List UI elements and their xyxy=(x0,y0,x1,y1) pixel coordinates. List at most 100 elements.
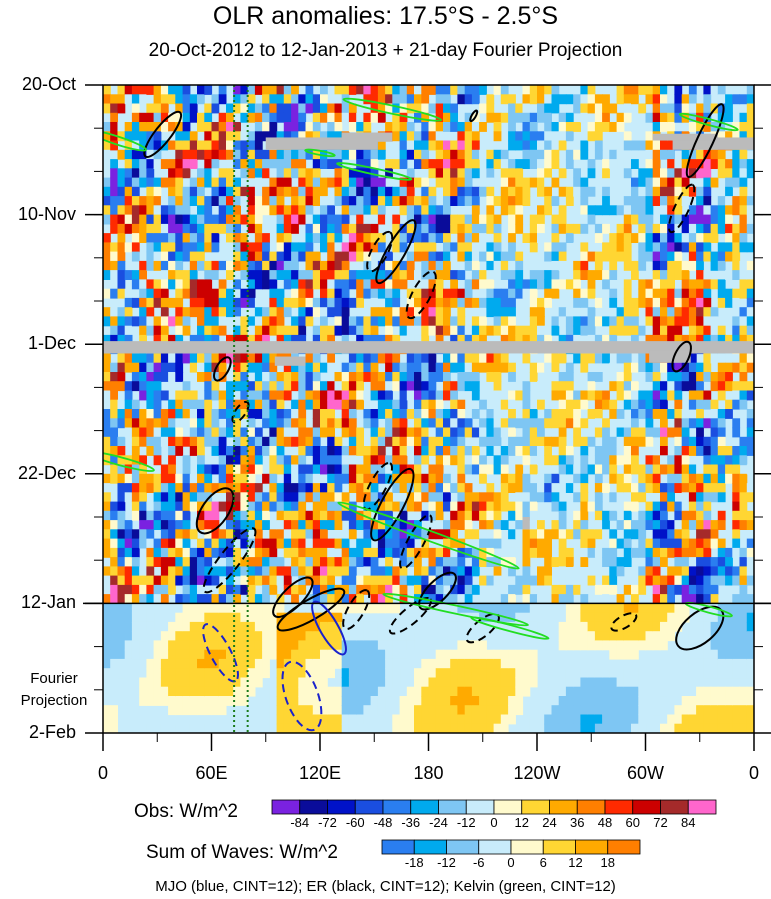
obs-colorbar-label: 0 xyxy=(490,815,498,830)
er-contour xyxy=(143,110,183,158)
legend-text: MJO (blue, CINT=12); ER (black, CINT=12)… xyxy=(155,878,616,895)
wave-colorbar-label: -6 xyxy=(472,855,485,870)
plot-frame xyxy=(83,84,771,751)
er-contour xyxy=(405,270,437,320)
obs-colorbar-label: 60 xyxy=(625,815,640,830)
kelvin-contour xyxy=(382,592,529,627)
y-tick-label: 22-Dec xyxy=(17,462,76,483)
obs-colorbar-swatch xyxy=(299,799,328,815)
y-tick-label: 1-Dec xyxy=(27,333,76,354)
wave-colorbar-swatch xyxy=(575,839,609,855)
obs-colorbar-label: 12 xyxy=(514,815,529,830)
obs-colorbar-swatch xyxy=(604,799,634,815)
obs-colorbar-swatch xyxy=(549,799,578,815)
er-contour xyxy=(610,612,638,632)
wave-colorbar-label: 12 xyxy=(568,855,583,870)
kelvin-contour xyxy=(103,450,155,472)
obs-colorbar-label: -48 xyxy=(373,815,393,830)
wave-colorbar-label: -12 xyxy=(437,855,456,870)
er-contour xyxy=(342,589,371,631)
missing-data xyxy=(341,132,393,142)
wave-colorbar-swatch xyxy=(542,839,576,855)
fourier-projection-label: Fourier Projection xyxy=(20,670,88,709)
obs-colorbar-label: 36 xyxy=(570,815,585,830)
wave-colorbar-swatch xyxy=(446,839,480,855)
er-contour xyxy=(685,103,725,178)
er-contour xyxy=(671,340,692,373)
wave-colorbar-label: 18 xyxy=(600,855,615,870)
kelvin-contour xyxy=(470,616,550,640)
x-tick-label: 60E xyxy=(195,763,228,783)
missing-data xyxy=(649,350,691,363)
kelvin-contour xyxy=(304,148,336,158)
er-contour xyxy=(276,587,346,632)
obs-colorbar-label: 72 xyxy=(653,815,668,830)
obs-colorbar-label: -36 xyxy=(401,815,421,830)
er-contour xyxy=(366,230,394,273)
obs-colorbar-label: 84 xyxy=(681,815,696,830)
y-tick-label: 20-Oct xyxy=(21,74,76,94)
kelvin-contour xyxy=(337,501,520,570)
y-tick-label: 12-Jan xyxy=(20,592,76,613)
wave-colorbar-label: 6 xyxy=(539,855,547,870)
obs-colorbar-label: -24 xyxy=(429,815,448,830)
er-contour xyxy=(469,109,479,123)
missing-data xyxy=(652,133,718,141)
obs-colorbar-swatch xyxy=(354,799,384,815)
x-tick-label: 60W xyxy=(626,763,664,783)
kelvin-contour xyxy=(678,112,739,132)
wave-colorbar-swatch xyxy=(381,839,415,855)
wave-colorbar-swatch xyxy=(510,839,544,855)
er-contour xyxy=(418,571,457,611)
wave-colorbar-swatch xyxy=(413,839,447,855)
obs-colorbar-label: 24 xyxy=(542,815,557,830)
obs-colorbar-swatch xyxy=(438,799,467,815)
wave-contours xyxy=(103,85,739,733)
y-tick-label: 2-Feb xyxy=(28,722,76,742)
missing-data xyxy=(103,341,754,354)
er-contour xyxy=(370,467,415,542)
x-tick-label: 120W xyxy=(513,763,561,783)
chart-title: OLR anomalies: 17.5°S - 2.5°S xyxy=(212,2,559,30)
obs-colorbar-swatch xyxy=(271,799,301,815)
obs-colorbar-swatch xyxy=(410,799,439,815)
er-contour xyxy=(195,487,235,535)
mjo-contour xyxy=(311,600,347,656)
kelvin-contour xyxy=(103,129,147,152)
mjo-contour xyxy=(202,623,239,683)
missing-data xyxy=(522,517,530,530)
colorbars xyxy=(271,799,717,855)
wave-colorbar-swatch xyxy=(478,839,512,855)
er-contour xyxy=(202,527,257,594)
obs-colorbar-swatch xyxy=(327,799,356,815)
olr-anomaly-field xyxy=(103,85,754,733)
wave-colorbar-label: -18 xyxy=(404,855,424,870)
obs-colorbar-swatch xyxy=(576,799,606,815)
obs-colorbar-swatch xyxy=(660,799,689,815)
obs-colorbar-label: -12 xyxy=(456,815,476,830)
obs-colorbar-label: -72 xyxy=(318,815,337,830)
x-tick-label: 120E xyxy=(298,763,342,783)
x-tick-label: 180 xyxy=(413,763,444,783)
missing-data xyxy=(274,356,306,366)
obs-colorbar-swatch xyxy=(521,799,550,815)
kelvin-contour xyxy=(342,97,443,122)
obs-colorbar-swatch xyxy=(632,799,661,815)
x-tick-label: 0 xyxy=(748,763,759,783)
er-contour xyxy=(375,219,417,285)
chart-subtitle: 20-Oct-2012 to 12-Jan-2013 + 21-day Four… xyxy=(148,40,623,61)
obs-colorbar-label: 48 xyxy=(597,815,613,830)
obs-colorbar-swatch xyxy=(465,799,495,815)
wave-colorbar-label: 0 xyxy=(507,855,515,870)
er-contour xyxy=(667,183,696,234)
wave-colorbar-swatch xyxy=(607,839,641,855)
mjo-contour xyxy=(281,660,323,732)
obs-colorbar-swatch xyxy=(493,799,523,815)
obs-colorbar-title: Obs: W/m^2 xyxy=(134,801,238,822)
er-contour xyxy=(388,596,432,635)
obs-colorbar-swatch xyxy=(382,799,412,815)
kelvin-contour xyxy=(336,162,413,181)
obs-colorbar-label: -60 xyxy=(345,815,365,830)
er-contour xyxy=(213,356,232,382)
